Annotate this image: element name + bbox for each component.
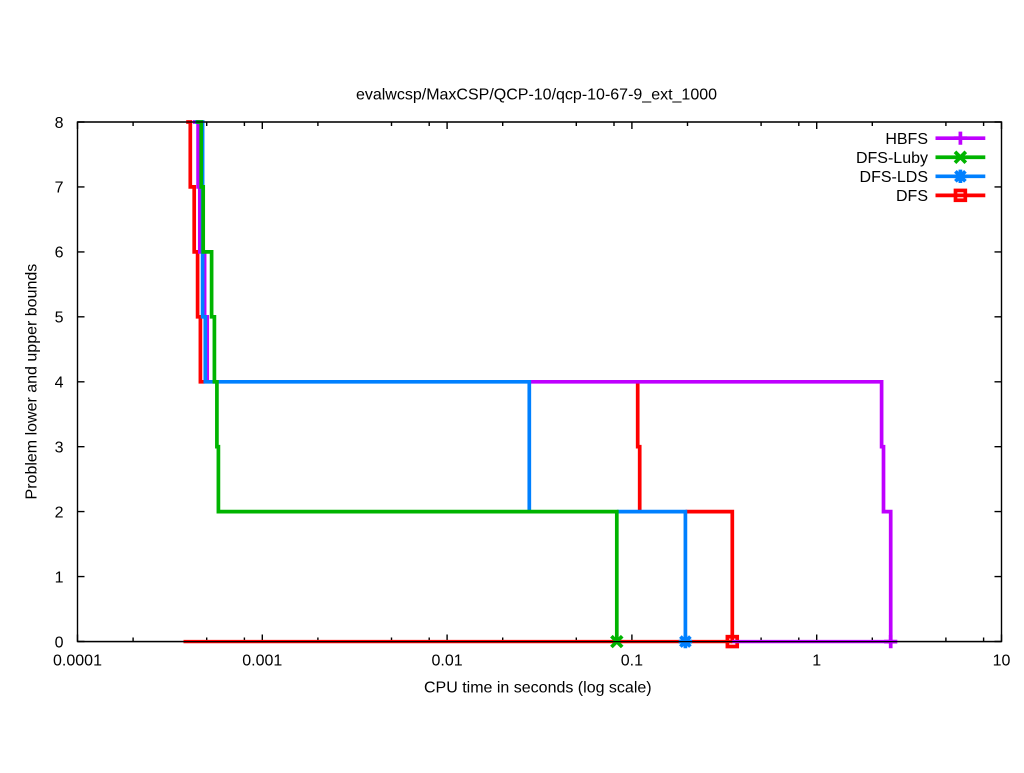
svg-text:0: 0 bbox=[55, 634, 64, 651]
svg-text:1: 1 bbox=[55, 569, 64, 586]
svg-text:Problem lower and upper bounds: Problem lower and upper bounds bbox=[24, 264, 41, 500]
svg-text:DFS-Luby: DFS-Luby bbox=[856, 150, 928, 167]
svg-text:HBFS: HBFS bbox=[885, 131, 928, 148]
svg-text:0.001: 0.001 bbox=[242, 652, 282, 669]
svg-text:0.1: 0.1 bbox=[621, 652, 643, 669]
svg-text:0.01: 0.01 bbox=[432, 652, 463, 669]
svg-text:evalwcsp/MaxCSP/QCP-10/qcp-10-: evalwcsp/MaxCSP/QCP-10/qcp-10-67-9_ext_1… bbox=[356, 86, 717, 103]
svg-text:6: 6 bbox=[55, 245, 64, 262]
svg-text:2: 2 bbox=[55, 504, 64, 521]
svg-text:CPU time in seconds (log scale: CPU time in seconds (log scale) bbox=[424, 680, 652, 697]
svg-text:5: 5 bbox=[55, 310, 64, 327]
svg-text:0.0001: 0.0001 bbox=[53, 652, 102, 669]
svg-text:1: 1 bbox=[812, 652, 821, 669]
svg-text:10: 10 bbox=[993, 652, 1011, 669]
svg-text:4: 4 bbox=[55, 375, 64, 392]
svg-text:DFS: DFS bbox=[896, 188, 928, 205]
svg-text:7: 7 bbox=[55, 180, 64, 197]
svg-text:3: 3 bbox=[55, 440, 64, 457]
svg-text:8: 8 bbox=[55, 115, 64, 132]
svg-text:DFS-LDS: DFS-LDS bbox=[860, 169, 928, 186]
